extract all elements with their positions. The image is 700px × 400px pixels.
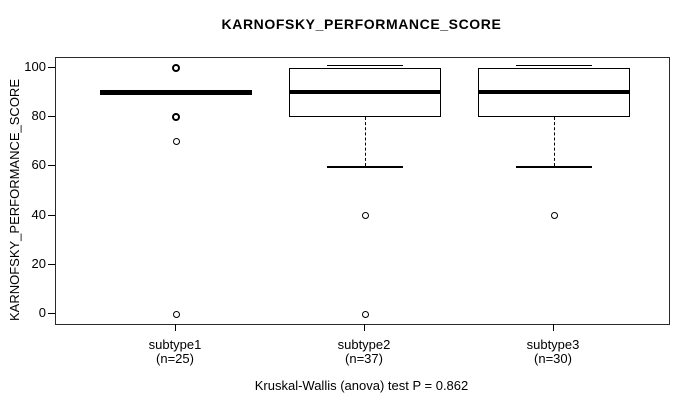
x-tick-label: subtype1 (n=25) (105, 338, 245, 366)
whisker-cap-lower (516, 166, 592, 168)
y-tick-label: 0 (38, 305, 46, 321)
x-axis-tick (553, 324, 554, 331)
group-sublabel: (n=30) (534, 351, 572, 366)
y-tick-label: 100 (24, 58, 46, 74)
y-tick-label: 60 (31, 157, 46, 173)
plot-area (55, 57, 670, 325)
outlier-point (172, 113, 180, 122)
group-label: subtype1 (148, 337, 202, 352)
stat-test-caption: Kruskal-Wallis (anova) test P = 0.862 (254, 378, 469, 393)
outlier-point (361, 212, 369, 220)
y-axis-tick (48, 66, 55, 68)
whisker-cap-upper (516, 64, 592, 67)
x-axis-tick (175, 324, 176, 331)
whisker-cap-lower (327, 166, 403, 168)
median-line (100, 89, 252, 95)
median-line (478, 90, 630, 95)
chart-title: KARNOFSKY_PERFORMANCE_SCORE (221, 16, 502, 32)
y-tick-label: 20 (31, 255, 46, 271)
x-axis-tick (364, 324, 365, 331)
y-tick-label: 80 (31, 108, 46, 124)
median-line (289, 90, 441, 95)
y-axis-tick (48, 313, 55, 315)
outlier-point (172, 63, 180, 72)
group-label: subtype2 (337, 337, 391, 352)
x-tick-label: subtype2 (n=37) (294, 338, 434, 366)
y-axis-tick (48, 263, 55, 265)
whisker-cap-upper (327, 64, 403, 67)
outlier-point (550, 212, 558, 220)
y-axis-tick (48, 165, 55, 167)
outlier-point (361, 310, 369, 318)
group-sublabel: (n=25) (156, 351, 194, 366)
x-tick-label: subtype3 (n=30) (483, 338, 623, 366)
outlier-point (172, 138, 180, 146)
whisker-line-lower (365, 117, 366, 167)
y-axis-tick (48, 214, 55, 216)
y-tick-label: 40 (31, 206, 46, 222)
group-label: subtype3 (526, 337, 580, 352)
y-axis-label: KARNOFSKY_PERFORMANCE_SCORE (7, 79, 22, 321)
group-sublabel: (n=37) (345, 351, 383, 366)
y-axis-tick (48, 116, 55, 118)
whisker-line-lower (554, 117, 555, 167)
outlier-point (172, 310, 180, 318)
